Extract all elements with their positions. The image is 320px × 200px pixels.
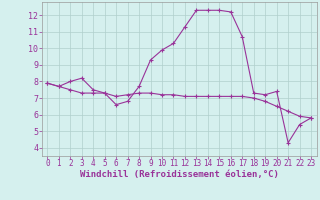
X-axis label: Windchill (Refroidissement éolien,°C): Windchill (Refroidissement éolien,°C) <box>80 170 279 179</box>
